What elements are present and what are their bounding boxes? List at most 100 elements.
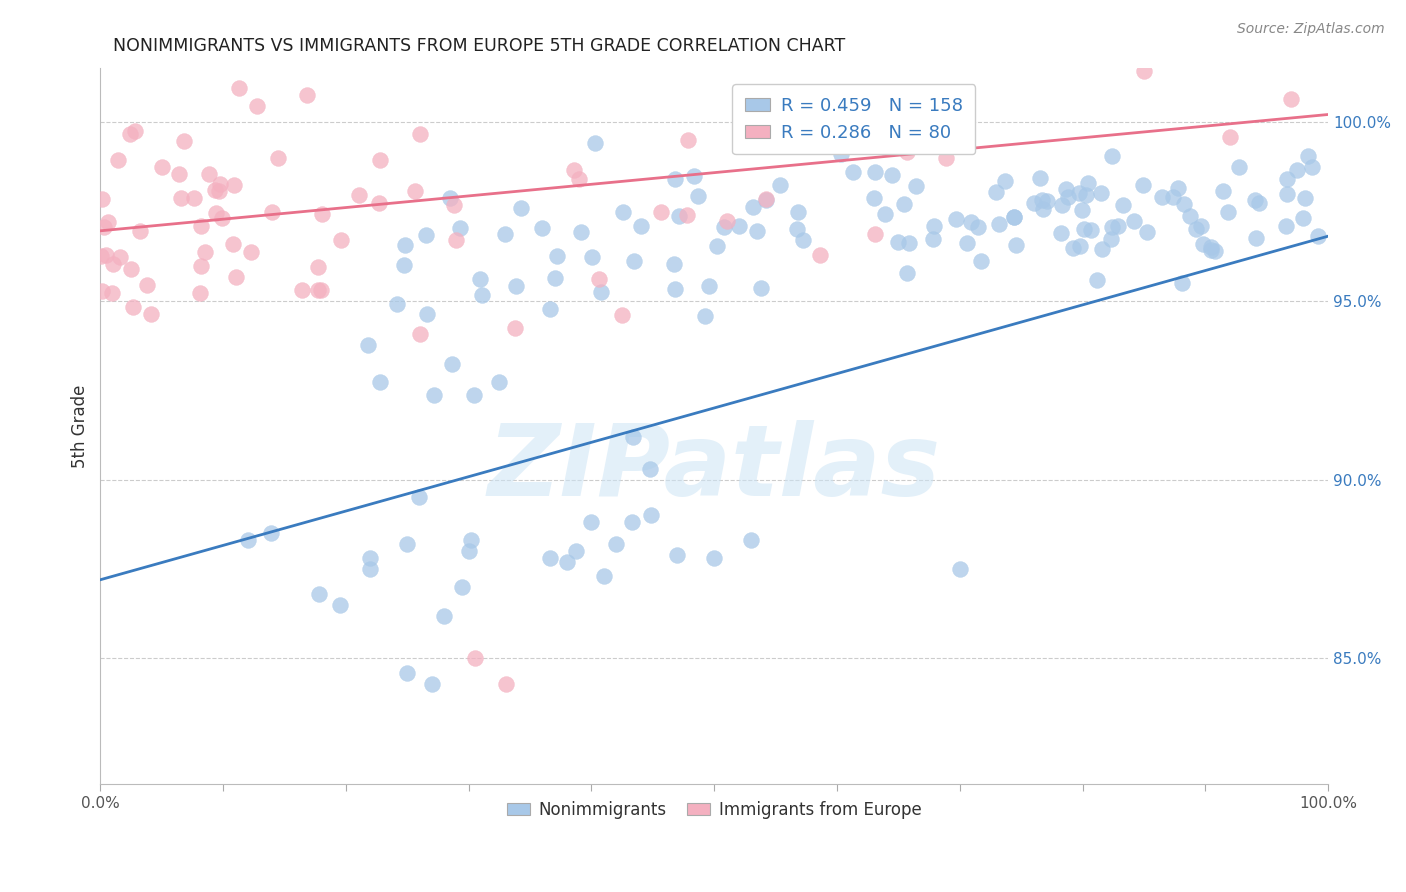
- Point: [408, 127, 430, 141]
- Point: [1069, 186, 1091, 200]
- Point: [808, 248, 831, 262]
- Point: [204, 183, 226, 197]
- Point: [1189, 219, 1212, 233]
- Point: [787, 204, 810, 219]
- Point: [742, 200, 765, 214]
- Point: [190, 259, 212, 273]
- Point: [505, 279, 527, 293]
- Point: [190, 219, 212, 233]
- Point: [1244, 231, 1267, 245]
- Point: [873, 140, 896, 154]
- Point: [311, 207, 333, 221]
- Point: [668, 209, 690, 223]
- Point: [1150, 190, 1173, 204]
- Point: [761, 130, 783, 145]
- Point: [581, 516, 603, 530]
- Point: [254, 38, 277, 53]
- Point: [357, 337, 380, 351]
- Point: [875, 207, 897, 221]
- Point: [862, 191, 884, 205]
- Point: [1002, 210, 1025, 224]
- Point: [1227, 161, 1250, 175]
- Point: [96, 248, 118, 262]
- Point: [676, 208, 699, 222]
- Point: [150, 160, 173, 174]
- Point: [222, 178, 245, 192]
- Point: [1090, 242, 1112, 256]
- Point: [368, 375, 391, 389]
- Point: [449, 220, 471, 235]
- Point: [664, 282, 686, 296]
- Point: [392, 258, 415, 272]
- Point: [544, 271, 567, 285]
- Point: [450, 580, 472, 594]
- Point: [1071, 203, 1094, 218]
- Point: [246, 99, 269, 113]
- Point: [1199, 244, 1222, 258]
- Point: [1219, 130, 1241, 145]
- Point: [122, 300, 145, 314]
- Point: [1173, 197, 1195, 211]
- Point: [311, 283, 333, 297]
- Point: [1243, 194, 1265, 208]
- Point: [395, 537, 418, 551]
- Point: [896, 145, 918, 160]
- Point: [173, 134, 195, 148]
- Text: NONIMMIGRANTS VS IMMIGRANTS FROM EUROPE 5TH GRADE CORRELATION CHART: NONIMMIGRANTS VS IMMIGRANTS FROM EUROPE …: [112, 37, 845, 55]
- Legend: Nonimmigrants, Immigrants from Europe: Nonimmigrants, Immigrants from Europe: [501, 794, 928, 825]
- Point: [623, 254, 645, 268]
- Point: [1101, 220, 1123, 235]
- Point: [650, 204, 672, 219]
- Point: [1279, 92, 1302, 106]
- Point: [1199, 240, 1222, 254]
- Point: [1136, 225, 1159, 239]
- Point: [530, 221, 553, 235]
- Point: [1032, 202, 1054, 217]
- Point: [1052, 198, 1074, 212]
- Point: [90, 284, 112, 298]
- Point: [583, 136, 606, 150]
- Point: [1029, 171, 1052, 186]
- Point: [329, 598, 352, 612]
- Point: [792, 233, 814, 247]
- Point: [1123, 214, 1146, 228]
- Point: [423, 388, 446, 402]
- Point: [460, 533, 482, 548]
- Point: [605, 537, 627, 551]
- Point: [1167, 181, 1189, 195]
- Point: [564, 544, 586, 558]
- Point: [222, 237, 245, 252]
- Point: [1133, 64, 1156, 78]
- Point: [368, 153, 391, 167]
- Point: [495, 676, 517, 690]
- Point: [510, 201, 533, 215]
- Point: [935, 151, 957, 165]
- Point: [385, 297, 408, 311]
- Point: [347, 188, 370, 202]
- Point: [1275, 186, 1298, 201]
- Point: [170, 191, 193, 205]
- Point: [225, 269, 247, 284]
- Point: [1308, 228, 1330, 243]
- Point: [1062, 241, 1084, 255]
- Point: [420, 676, 443, 690]
- Point: [887, 235, 910, 249]
- Point: [612, 205, 634, 219]
- Point: [503, 321, 526, 335]
- Point: [240, 245, 263, 260]
- Point: [463, 388, 485, 402]
- Point: [994, 174, 1017, 188]
- Point: [769, 178, 792, 192]
- Point: [830, 146, 852, 161]
- Point: [1161, 190, 1184, 204]
- Point: [967, 219, 990, 234]
- Point: [969, 253, 991, 268]
- Point: [260, 526, 283, 541]
- Point: [568, 171, 591, 186]
- Point: [471, 288, 494, 302]
- Point: [359, 562, 381, 576]
- Text: Source: ZipAtlas.com: Source: ZipAtlas.com: [1237, 22, 1385, 37]
- Point: [621, 429, 644, 443]
- Point: [307, 283, 329, 297]
- Point: [1073, 221, 1095, 235]
